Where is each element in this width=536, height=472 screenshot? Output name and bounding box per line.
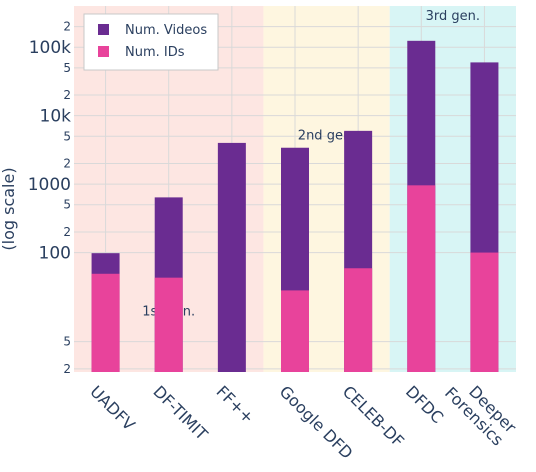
y-axis-title: (log scale) [0,167,18,250]
x-tick-label-text: UADFV [86,382,138,434]
y-tick-label: 5 [63,61,71,75]
legend-swatch-1 [98,46,109,57]
y-tick-label: 2 [63,362,71,376]
x-tick-label-2: FF++ [213,382,258,427]
y-tick-label: 1000 [28,175,71,195]
generation-label-2: 2nd gen. [298,128,356,143]
bar-videos-2 [217,142,246,372]
legend-label-0: Num. Videos [125,23,207,38]
legend-box [83,13,219,71]
generation-label-3: 3rd gen. [426,9,480,24]
legend-swatch-0 [98,24,109,35]
bar-ids-1 [154,277,183,372]
x-tick-label-text: CELEB-DF [339,382,408,451]
bar-ids-3 [281,290,309,372]
x-tick-label-text: FF++ [213,382,258,427]
x-tick-label-4: CELEB-DF [339,382,408,451]
y-tick-label: 5 [63,129,71,143]
x-tick-label-text: DFDC [402,382,447,427]
y-tick-label: 2 [63,20,71,34]
y-tick-label: 10k [40,107,72,127]
bar-ids-0 [91,273,120,372]
x-tick-label-5: DFDC [402,382,447,427]
y-tick-label: 2 [63,88,71,102]
legend-label-1: Num. IDs [125,45,185,60]
bar-ids-6 [470,252,499,372]
x-tick-label-1: DF-TIMIT [149,382,211,444]
x-tick-label-0: UADFV [86,382,138,434]
y-tick-label: 2 [63,225,71,239]
y-tick-label: 100 [39,244,71,264]
legend: Num. Videos Num. IDs [83,13,219,71]
y-tick-label: 100k [29,38,71,58]
y-tick-label: 2 [63,157,71,171]
y-tick-label: 5 [63,335,71,349]
bar-ids-4 [344,268,373,372]
x-tick-label-text: DF-TIMIT [149,382,211,444]
bar-ids-5 [407,185,436,372]
y-tick-label: 5 [63,198,71,212]
